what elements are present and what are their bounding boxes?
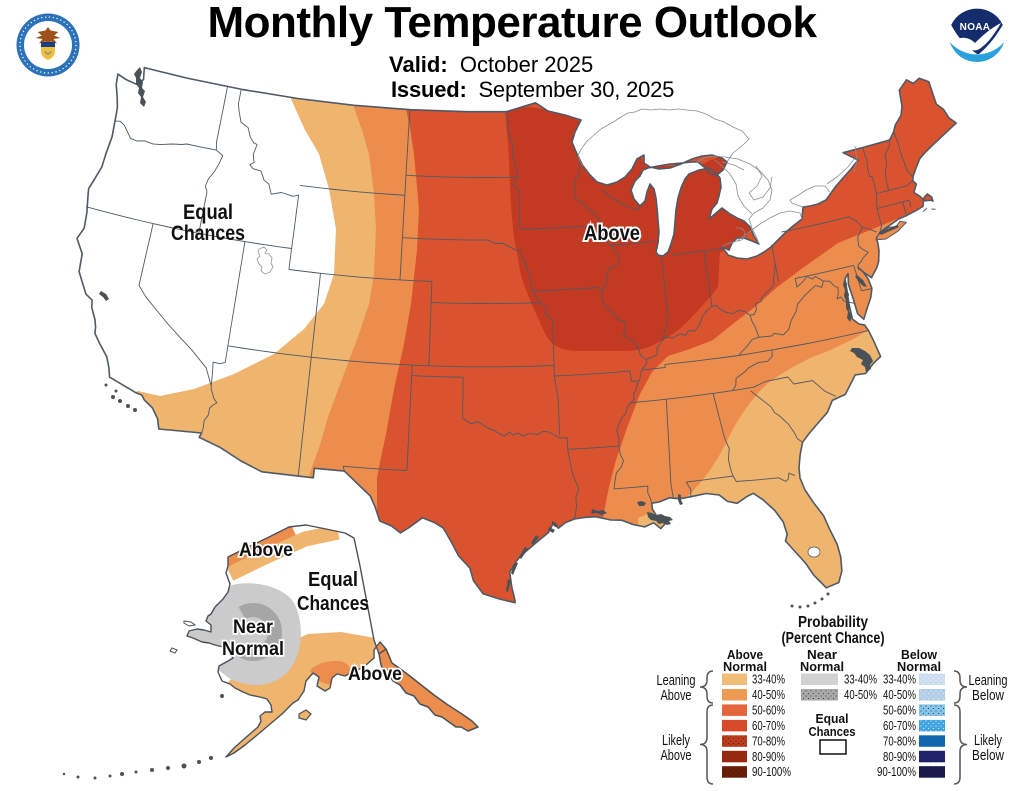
svg-text:70-80%: 70-80% xyxy=(752,734,785,748)
svg-text:Chances: Chances xyxy=(809,724,856,739)
svg-text:Equal: Equal xyxy=(308,569,358,591)
svg-text:Chances: Chances xyxy=(171,222,245,245)
svg-text:Below: Below xyxy=(972,687,1004,704)
svg-text:Near: Near xyxy=(233,617,274,638)
svg-text:90-100%: 90-100% xyxy=(752,765,791,779)
svg-text:33-40%: 33-40% xyxy=(752,673,785,687)
svg-text:Equal: Equal xyxy=(816,711,849,726)
svg-text:50-60%: 50-60% xyxy=(883,703,916,717)
svg-text:Likely: Likely xyxy=(974,732,1002,749)
svg-text:Normal: Normal xyxy=(222,639,284,660)
svg-text:(Percent Chance): (Percent Chance) xyxy=(782,630,885,647)
svg-text:60-70%: 60-70% xyxy=(883,719,916,733)
svg-text:Above: Above xyxy=(661,687,692,704)
svg-text:80-90%: 80-90% xyxy=(752,750,785,764)
svg-text:Normal: Normal xyxy=(897,659,941,674)
svg-text:50-60%: 50-60% xyxy=(752,703,785,717)
svg-text:Normal: Normal xyxy=(800,659,844,674)
svg-text:Likely: Likely xyxy=(662,732,690,749)
svg-text:Leaning: Leaning xyxy=(657,672,696,689)
svg-text:Above: Above xyxy=(348,664,402,685)
svg-text:90-100%: 90-100% xyxy=(877,765,916,779)
svg-text:40-50%: 40-50% xyxy=(844,688,877,702)
svg-text:Below: Below xyxy=(972,747,1004,764)
svg-text:Probability: Probability xyxy=(798,614,868,631)
svg-text:Below: Below xyxy=(901,647,938,662)
svg-text:Near: Near xyxy=(807,647,837,662)
svg-text:Above: Above xyxy=(239,540,293,561)
svg-text:Above: Above xyxy=(727,647,763,662)
svg-text:33-40%: 33-40% xyxy=(844,673,877,687)
svg-text:33-40%: 33-40% xyxy=(883,673,916,687)
svg-text:60-70%: 60-70% xyxy=(752,719,785,733)
svg-text:Equal: Equal xyxy=(183,201,233,224)
svg-text:NOAA: NOAA xyxy=(960,22,991,33)
svg-text:Above: Above xyxy=(661,747,692,764)
svg-text:40-50%: 40-50% xyxy=(752,688,785,702)
svg-text:Leaning: Leaning xyxy=(969,672,1008,689)
svg-text:Chances: Chances xyxy=(297,593,369,615)
svg-text:Normal: Normal xyxy=(723,659,767,674)
svg-text:70-80%: 70-80% xyxy=(883,734,916,748)
svg-text:40-50%: 40-50% xyxy=(883,688,916,702)
svg-text:80-90%: 80-90% xyxy=(883,750,916,764)
svg-text:Above: Above xyxy=(584,222,640,245)
